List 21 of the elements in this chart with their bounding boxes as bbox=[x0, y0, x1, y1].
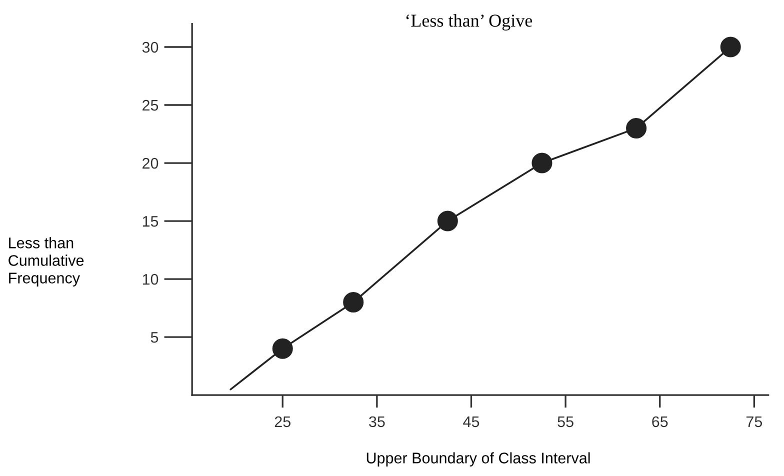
y-tick-label: 5 bbox=[150, 332, 158, 343]
y-tick-label: 20 bbox=[142, 158, 158, 169]
y-tick-label: 10 bbox=[142, 274, 158, 285]
point bbox=[437, 210, 458, 232]
x-tick-label: 25 bbox=[274, 416, 290, 428]
point bbox=[720, 36, 741, 58]
point bbox=[626, 118, 647, 138]
x-tick-label: 75 bbox=[746, 416, 762, 428]
y-axis-title: Less than Cumulative Frequency bbox=[8, 237, 84, 286]
y-tick-label: 30 bbox=[142, 42, 158, 53]
x-axis-title: Upper Boundary of Class Interval bbox=[366, 452, 590, 466]
x-tick-label: 35 bbox=[369, 416, 385, 428]
x-tick-label: 65 bbox=[652, 416, 668, 428]
x-tick-label: 55 bbox=[558, 416, 574, 428]
y-tick-label: 15 bbox=[142, 216, 158, 227]
y-tick-label: 25 bbox=[142, 100, 158, 111]
chart-title: ‘Less than’ Ogive bbox=[406, 14, 532, 30]
point bbox=[343, 292, 364, 313]
x-tick-label: 45 bbox=[463, 416, 480, 428]
point bbox=[532, 152, 552, 174]
point bbox=[272, 338, 293, 359]
